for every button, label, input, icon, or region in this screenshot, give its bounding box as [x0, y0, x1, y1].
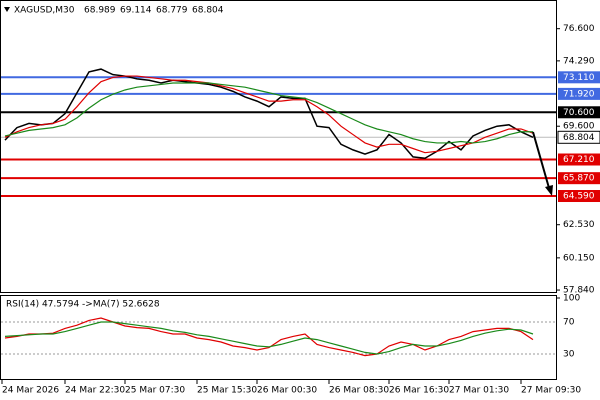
main-panel [0, 0, 557, 293]
level-label-box [558, 190, 600, 203]
y-tick-label: 60.150 [563, 253, 595, 263]
y-tick-label: 74.290 [563, 56, 595, 66]
y-tick-label: 30 [563, 350, 575, 360]
y-tick-label: 70 [563, 318, 575, 328]
x-tick-label: 27 Mar 09:30 [521, 386, 581, 396]
y-tick-label: 100 [563, 294, 580, 304]
level-label: 70.600 [563, 108, 595, 118]
series-line [4, 68, 534, 160]
x-tick-label: 26 Mar 08:30 [329, 386, 389, 396]
current-price-label: 68.804 [563, 133, 595, 143]
level-label-box [558, 153, 600, 166]
level-label-box [558, 106, 600, 119]
level-label: 71.920 [563, 89, 595, 99]
series-line [4, 75, 534, 154]
level-label: 64.590 [563, 192, 595, 202]
level-label-box [558, 172, 600, 185]
y-tick-label: 76.600 [563, 24, 595, 34]
x-tick-label: 25 Mar 07:30 [125, 386, 185, 396]
x-tick-label: 25 Mar 15:30 [197, 386, 257, 396]
level-label-box [558, 87, 600, 100]
x-tick-label: 26 Mar 00:30 [257, 386, 317, 396]
ohlc-value: 68.804 [192, 6, 224, 16]
x-tick-label: 27 Mar 01:30 [449, 386, 509, 396]
ohlc-value: 68.989 [84, 6, 116, 16]
x-tick-label: 24 Mar 2026 [2, 386, 59, 396]
series-line [4, 317, 534, 357]
series-line [4, 82, 533, 144]
x-tick-label: 24 Mar 22:30 [65, 386, 125, 396]
forecast-arrow [532, 131, 550, 189]
current-price-box [557, 130, 600, 144]
menu-icon [4, 7, 10, 12]
rsi-title: RSI(14) 47.5794 ->MA(7) 52.6628 [6, 300, 160, 310]
ohlc-value: 68.779 [156, 6, 188, 16]
x-tick-label: 26 Mar 16:30 [389, 386, 449, 396]
level-label-box [558, 71, 600, 84]
y-tick-label: 69.600 [563, 122, 595, 132]
y-tick-label: 62.530 [563, 220, 595, 230]
level-label: 73.110 [563, 73, 595, 83]
ohlc-value: 69.114 [120, 6, 152, 16]
y-tick-label: 57.840 [563, 286, 595, 296]
chart-title: XAGUSD,M30 [14, 6, 75, 16]
level-label: 67.210 [563, 155, 595, 165]
forecast-arrow-head [545, 185, 553, 196]
level-label: 65.870 [563, 174, 595, 184]
rsi-panel [0, 295, 557, 380]
series-line [4, 321, 534, 355]
